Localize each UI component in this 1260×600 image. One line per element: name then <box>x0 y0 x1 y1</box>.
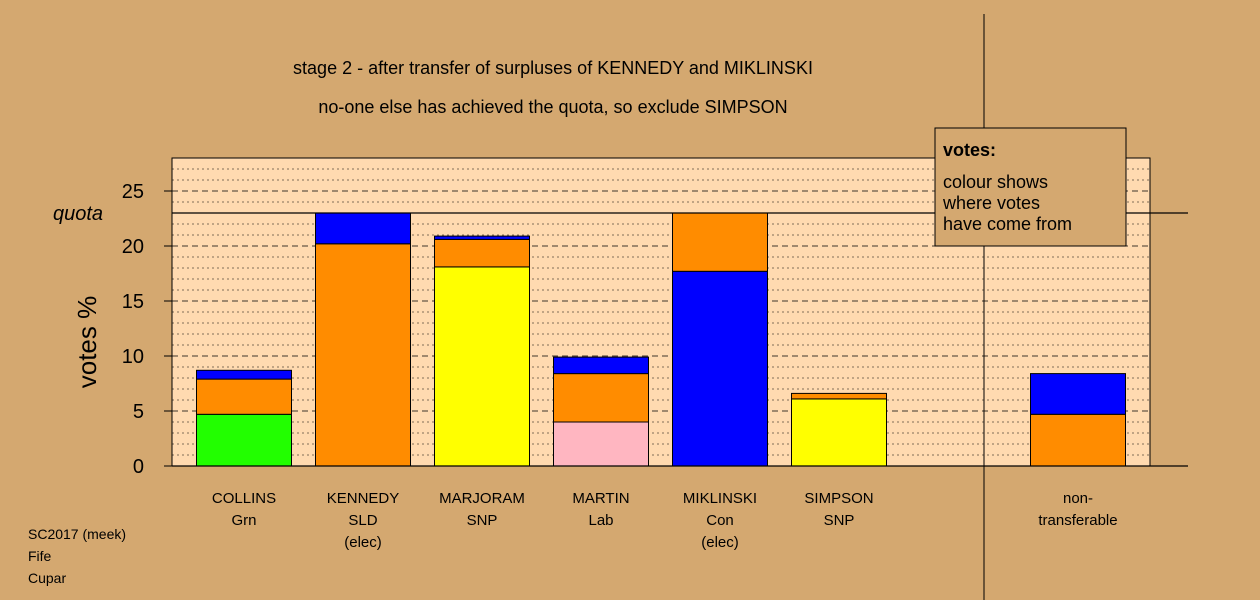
x-label-name: SIMPSON <box>804 490 873 507</box>
y-tick-label: 0 <box>133 456 144 478</box>
bar-segment <box>434 266 530 467</box>
bar-segment <box>672 270 768 467</box>
legend-title: votes: <box>943 140 996 160</box>
y-tick-label: 10 <box>122 346 144 368</box>
bar-segment <box>553 373 649 423</box>
bar-collins <box>196 369 292 467</box>
bar-simpson <box>791 392 887 467</box>
y-axis-label: votes % <box>72 296 102 389</box>
x-label-name: MARJORAM <box>439 490 525 507</box>
bar-segment <box>553 356 649 375</box>
bar-segment <box>434 238 530 268</box>
bar-segment <box>1030 413 1126 467</box>
y-tick-label: 20 <box>122 236 144 258</box>
bar-segment <box>672 212 768 272</box>
footer-ward: Cupar <box>28 570 67 586</box>
bar-segment <box>196 369 292 380</box>
x-label-party: Lab <box>588 512 613 529</box>
bar-segment <box>315 212 411 245</box>
x-label-party: SNP <box>467 512 498 529</box>
x-label-party: Con <box>706 512 734 529</box>
x-label-party: Grn <box>231 512 256 529</box>
bar-segment <box>196 378 292 415</box>
footer-method: SC2017 (meek) <box>28 526 127 542</box>
footer-council: Fife <box>28 548 52 564</box>
bar-segment <box>434 235 530 240</box>
x-label-nontransferable-1: non- <box>1063 490 1093 507</box>
x-axis-labels: COLLINS Grn KENNEDY SLD (elec) MARJORAM SNP MAR… <box>212 490 1118 551</box>
x-label-name: MIKLINSKI <box>683 490 757 507</box>
y-tick-label: 25 <box>122 181 144 203</box>
bar-segment <box>1030 373 1126 415</box>
x-label-name: KENNEDY <box>327 490 400 507</box>
bar-segment <box>196 413 292 467</box>
x-label-note: (elec) <box>344 534 382 551</box>
bars <box>196 212 1126 467</box>
y-tick-label: 5 <box>133 401 144 423</box>
chart-title: stage 2 - after transfer of surpluses of… <box>293 58 813 78</box>
legend-line-3: have come from <box>943 214 1072 234</box>
x-label-nontransferable-2: transferable <box>1038 512 1117 529</box>
legend-line-1: colour shows <box>943 172 1048 192</box>
bar-nontransferable <box>1030 373 1126 467</box>
bar-marjoram <box>434 235 530 467</box>
legend-box <box>934 127 1127 247</box>
bar-martin <box>553 356 649 467</box>
x-label-party: SNP <box>824 512 855 529</box>
x-label-note: (elec) <box>701 534 739 551</box>
bar-segment <box>553 421 649 467</box>
quota-label: quota <box>53 203 103 225</box>
x-label-name: COLLINS <box>212 490 276 507</box>
chart-subtitle: no-one else has achieved the quota, so e… <box>318 97 787 117</box>
bar-kennedy <box>315 212 411 467</box>
axes: quota 0 5 10 15 20 25 <box>53 14 1188 600</box>
bar-segment <box>791 392 887 400</box>
x-label-name: MARTIN <box>572 490 629 507</box>
bar-segment <box>791 398 887 467</box>
y-tick-label: 15 <box>122 291 144 313</box>
bar-segment <box>315 243 411 467</box>
legend-line-2: where votes <box>942 193 1040 213</box>
x-label-party: SLD <box>348 512 377 529</box>
legend: votes: colour shows where votes have com… <box>934 127 1127 247</box>
bar-miklinski <box>672 212 768 467</box>
